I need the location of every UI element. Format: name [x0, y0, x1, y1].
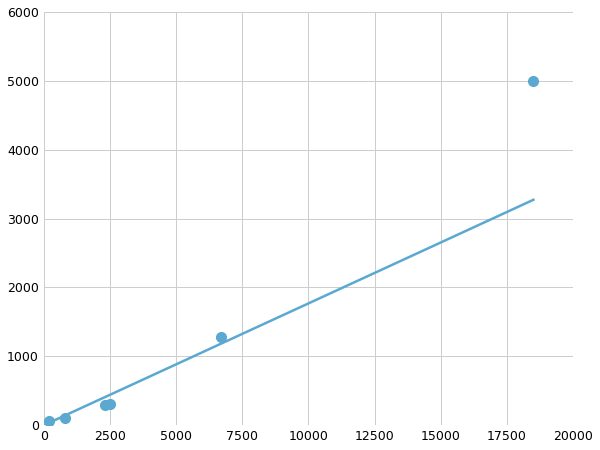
Point: [529, 77, 538, 85]
Point: [60, 415, 70, 422]
Point: [217, 333, 226, 341]
Point: [105, 400, 115, 407]
Point: [44, 418, 54, 425]
Point: [100, 401, 109, 409]
